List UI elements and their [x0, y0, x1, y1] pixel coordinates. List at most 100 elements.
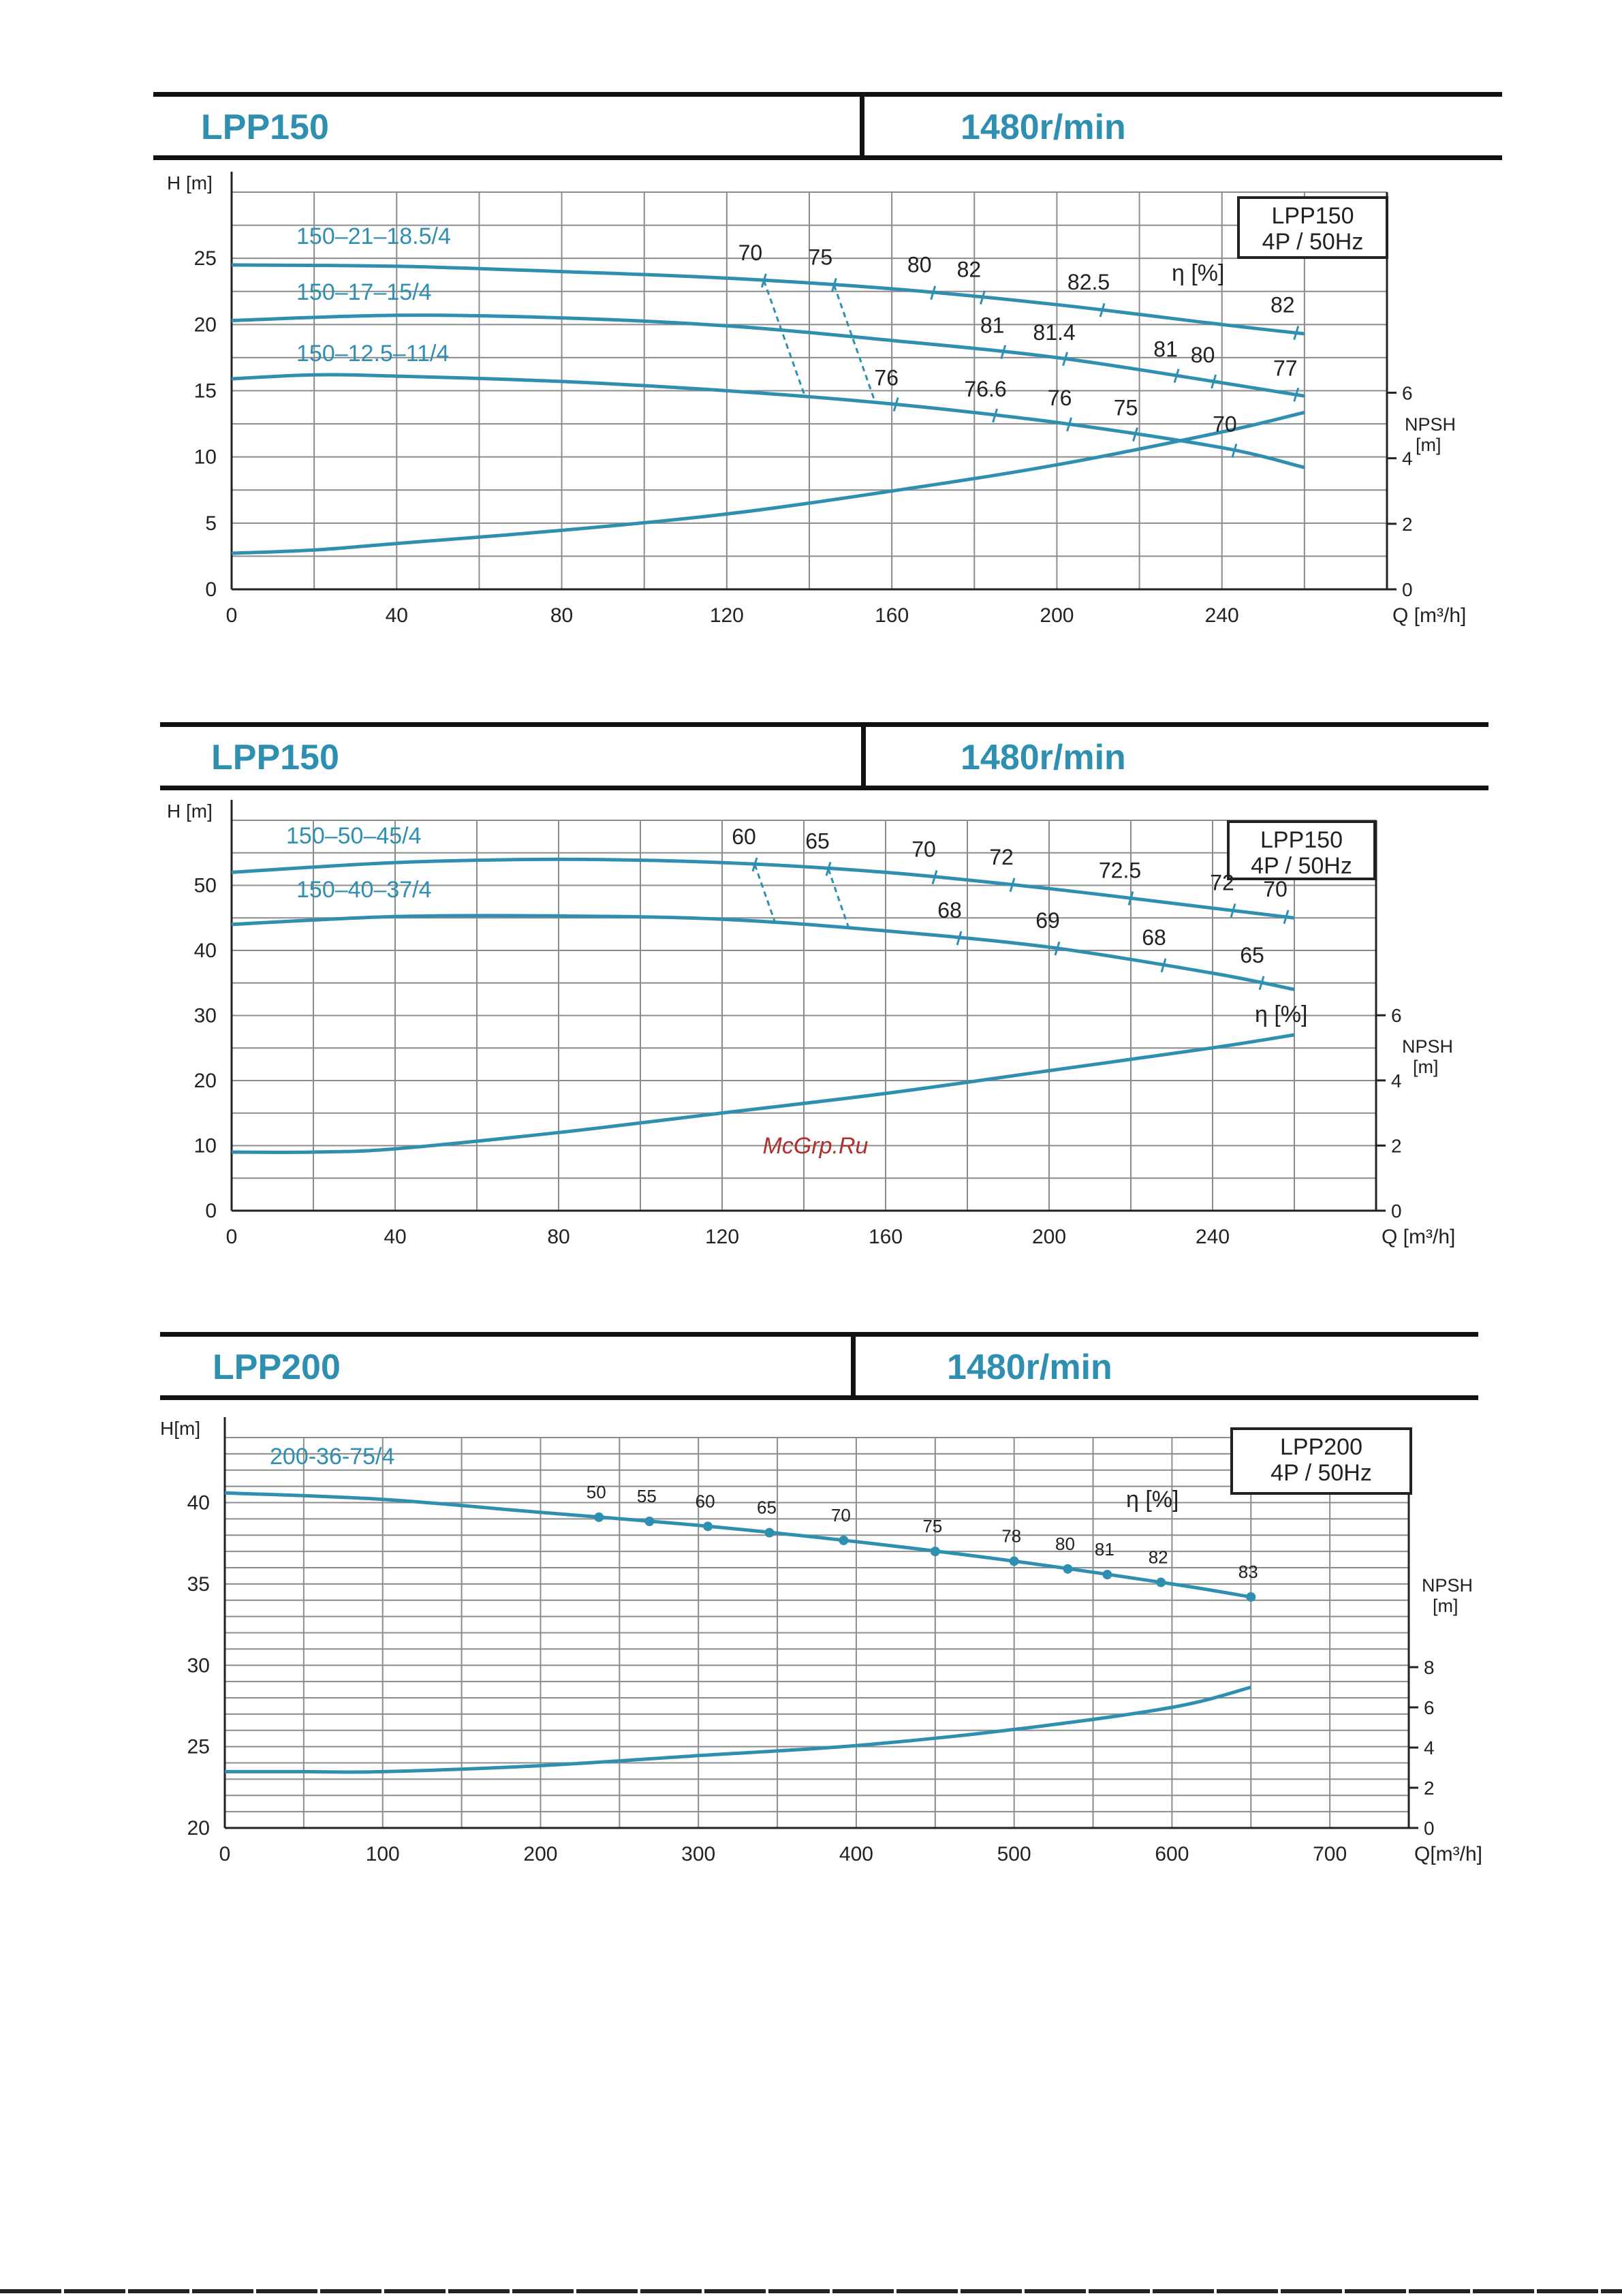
head-curve [224, 1491, 1251, 1599]
legend-box [1230, 1427, 1412, 1495]
x-tick-label: 240 [1205, 604, 1239, 627]
x-tick-label: 700 [1313, 1843, 1347, 1865]
efficiency-value: 65 [805, 828, 830, 853]
head-curve [231, 263, 1305, 336]
efficiency-tick [1283, 910, 1290, 925]
curve-label: 150–12.5–11/4 [296, 341, 449, 367]
x-tick-label: 200 [523, 1843, 557, 1865]
legend-box [1227, 820, 1376, 880]
efficiency-point [1156, 1577, 1166, 1587]
y-tick-label: 30 [194, 1005, 217, 1027]
legend-model: LPP150 [1272, 203, 1354, 229]
efficiency-iso-line [832, 284, 877, 403]
chart3-model-title: LPP200 [213, 1348, 341, 1387]
x-tick-label: 40 [384, 1226, 406, 1248]
efficiency-iso-line [753, 864, 777, 924]
efficiency-value: 76 [874, 366, 899, 390]
npsh-tick-label: 6 [1424, 1697, 1435, 1718]
y-tick-label: 0 [205, 1200, 217, 1222]
efficiency-value: 80 [1055, 1534, 1075, 1554]
efficiency-value: 68 [937, 898, 962, 922]
efficiency-value: 77 [1273, 356, 1298, 380]
npsh-tick-label: 6 [1402, 382, 1413, 403]
x-tick-label: 100 [366, 1843, 400, 1865]
legend-frequency: 4P / 50Hz [1251, 853, 1352, 879]
efficiency-value: 65 [1240, 943, 1264, 967]
x-tick-label: 200 [1040, 604, 1074, 627]
efficiency-point [644, 1517, 655, 1527]
npsh-axis-title: NPSH [1422, 1575, 1473, 1596]
x-tick-label: 160 [875, 604, 909, 627]
efficiency-value: 72 [1210, 871, 1234, 895]
x-axis-title: Q[m³/h] [1414, 1843, 1482, 1865]
legend-model: LPP200 [1280, 1434, 1362, 1460]
efficiency-point [764, 1527, 775, 1538]
curve-label: 150–17–15/4 [296, 279, 432, 305]
x-tick-label: 120 [710, 604, 744, 627]
y-tick-label: 35 [187, 1573, 210, 1596]
y-tick-label: 10 [194, 446, 217, 469]
x-tick-label: 200 [1032, 1226, 1066, 1248]
efficiency-value: 78 [1001, 1525, 1021, 1546]
efficiency-value: 70 [738, 241, 763, 265]
npsh-tick-label: 6 [1391, 1005, 1402, 1026]
curve-label: 200-36-75/4 [270, 1444, 394, 1470]
chart2-model-title: LPP150 [211, 738, 339, 777]
npsh-tick-label: 2 [1402, 514, 1413, 535]
npsh-tick-label: 4 [1402, 448, 1413, 469]
y-tick-label: 10 [194, 1135, 217, 1158]
npsh-curve [231, 410, 1305, 555]
efficiency-value: 81 [1153, 337, 1178, 362]
efficiency-tick [1132, 427, 1138, 442]
y-tick-label: 15 [194, 380, 217, 403]
efficiency-value: 75 [1114, 396, 1138, 420]
chart3-plot: 0 100 200 300 400 500 600 700202530354002468H[m… [160, 1417, 1482, 1865]
efficiency-iso-line [827, 868, 850, 929]
efficiency-tick [1293, 326, 1300, 341]
efficiency-tick [1293, 387, 1300, 402]
legend-model: LPP150 [1260, 827, 1343, 853]
efficiency-label: η [%] [1126, 1487, 1179, 1512]
y-tick-label: 20 [187, 1817, 210, 1840]
x-tick-label: 80 [550, 604, 573, 627]
y-tick-label: 40 [194, 940, 217, 962]
chart2-header: LPP150 1480r/min [0, 722, 1622, 790]
head-curve [231, 313, 1305, 398]
legend-box [1237, 196, 1388, 259]
efficiency-tick [1099, 302, 1106, 317]
efficiency-value: 80 [1191, 343, 1215, 367]
x-tick-label: 0 [219, 1843, 231, 1865]
efficiency-tick [1211, 374, 1217, 389]
efficiency-value: 83 [1238, 1562, 1258, 1582]
efficiency-value: 80 [907, 253, 932, 277]
efficiency-point [839, 1535, 849, 1545]
efficiency-point [594, 1512, 604, 1522]
efficiency-tick [979, 290, 986, 305]
efficiency-value: 81 [980, 313, 1005, 338]
head-curve [231, 373, 1305, 469]
efficiency-value: 75 [809, 245, 833, 269]
efficiency-tick [1258, 976, 1265, 991]
y-tick-label: 25 [194, 247, 217, 270]
efficiency-value: 60 [732, 824, 756, 849]
npsh-tick-label: 4 [1424, 1737, 1435, 1758]
npsh-tick-label: 4 [1391, 1070, 1402, 1091]
efficiency-tick [1230, 903, 1236, 918]
efficiency-tick [751, 857, 758, 872]
efficiency-value: 72.5 [1099, 858, 1141, 883]
x-axis-title: Q [m³/h] [1392, 604, 1466, 627]
efficiency-value: 60 [696, 1491, 715, 1511]
y-axis-title: H [m] [167, 172, 213, 193]
efficiency-tick [760, 273, 767, 288]
npsh-curve [231, 1033, 1295, 1154]
chart1-speed-title: 1480r/min [961, 108, 1126, 147]
x-tick-label: 240 [1196, 1226, 1230, 1248]
y-tick-label: 5 [205, 512, 217, 535]
efficiency-value: 70 [831, 1505, 851, 1525]
efficiency-label: η [%] [1255, 1002, 1307, 1027]
footer-rule [0, 2289, 1622, 2293]
watermark-text: McGrp.Ru [763, 1133, 869, 1159]
efficiency-point [1246, 1592, 1256, 1602]
efficiency-value: 82 [1270, 293, 1295, 317]
curve-label: 150–21–18.5/4 [296, 223, 451, 249]
